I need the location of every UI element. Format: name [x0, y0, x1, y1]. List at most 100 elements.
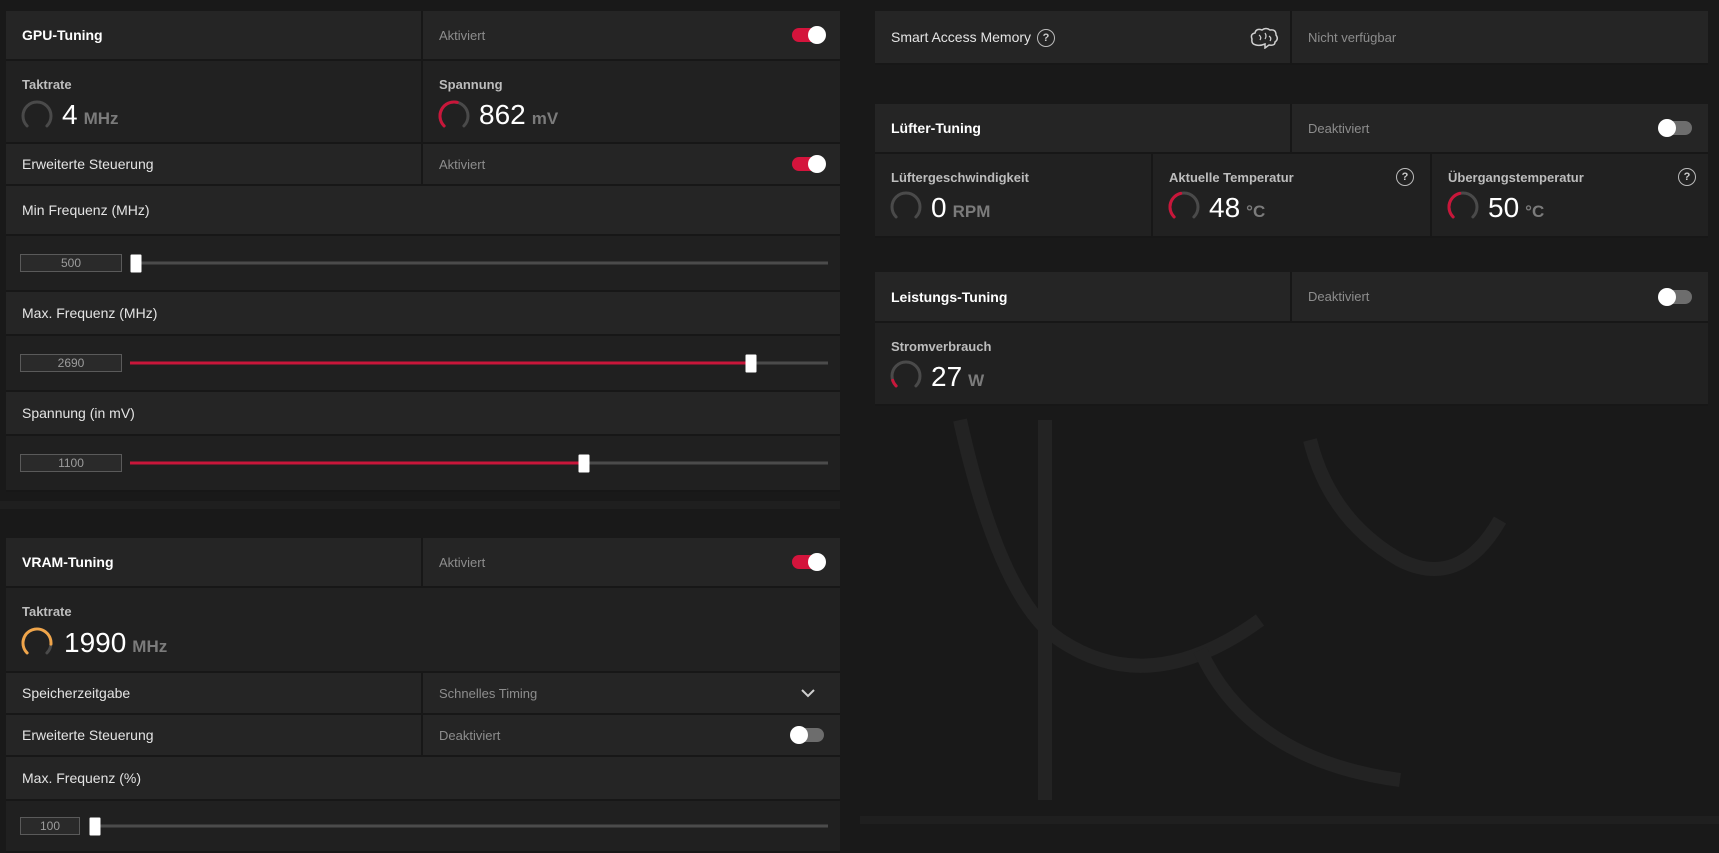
voltage-thumb[interactable]	[578, 454, 590, 472]
fan-metrics-row: Lüftergeschwindigkeit 0 RPM Aktuelle Temp…	[875, 154, 1708, 238]
max-freq-slider[interactable]	[130, 354, 828, 372]
fan-tuning-header: Lüfter-Tuning Deaktiviert	[875, 104, 1708, 154]
power-consumption-metric: Stromverbrauch 27 W	[875, 323, 1708, 404]
voltage-slider-label: Spannung (in mV)	[22, 405, 135, 421]
fan-tuning-panel: Lüfter-Tuning Deaktiviert Lüftergeschwin…	[875, 104, 1708, 238]
brain-icon	[1250, 27, 1278, 49]
current-temp-value: 48	[1209, 192, 1241, 223]
junction-temp-unit: °C	[1525, 202, 1545, 221]
gpu-clock-value: 4	[62, 99, 78, 130]
current-temp-help-icon[interactable]: ?	[1396, 168, 1414, 186]
junction-temp-label: Übergangstemperatur	[1448, 170, 1584, 185]
voltage-label-row: Spannung (in mV)	[6, 392, 840, 436]
fan-speed-label: Lüftergeschwindigkeit	[891, 170, 1029, 185]
power-value: 27	[931, 361, 963, 392]
vram-max-freq-thumb[interactable]	[89, 817, 101, 835]
vram-tuning-toggle[interactable]	[792, 553, 826, 571]
gpu-voltage-label: Spannung	[439, 77, 503, 92]
vram-max-freq-slider[interactable]	[89, 817, 828, 835]
gpu-voltage-value: 862	[479, 99, 526, 130]
gpu-clock-metric: Taktrate 4 MHz	[6, 61, 423, 142]
max-freq-input[interactable]: 2690	[20, 354, 122, 372]
junction-temp-gauge	[1447, 191, 1479, 219]
fan-tuning-title: Lüfter-Tuning	[891, 120, 981, 136]
fan-speed-unit: RPM	[952, 202, 991, 221]
current-temp-label: Aktuelle Temperatur	[1169, 170, 1294, 185]
junction-temp-value: 50	[1488, 192, 1520, 223]
gpu-metrics-row: Taktrate 4 MHz Spannung 862 mV	[6, 61, 840, 144]
power-tuning-panel: Leistungs-Tuning Deaktiviert Stromverbra…	[875, 272, 1708, 406]
memory-timing-row: Speicherzeitgabe Schnelles Timing	[6, 673, 840, 715]
min-freq-thumb[interactable]	[130, 254, 142, 272]
max-freq-label: Max. Frequenz (MHz)	[22, 305, 158, 321]
vram-advanced-status: Deaktiviert	[439, 727, 501, 743]
voltage-slider[interactable]	[130, 454, 828, 472]
vram-metrics-row: Taktrate 1990 MHz	[6, 588, 840, 673]
sam-help-icon[interactable]: ?	[1037, 29, 1055, 47]
current-temp-metric: Aktuelle Temperatur ? 48 °C	[1153, 154, 1432, 236]
vram-max-freq-slider-row: 100	[6, 801, 840, 853]
junction-temp-help-icon[interactable]: ?	[1678, 168, 1696, 186]
vram-max-freq-label-row: Max. Frequenz (%)	[6, 757, 840, 801]
power-metrics-row: Stromverbrauch 27 W	[875, 323, 1708, 406]
fan-speed-gauge	[890, 191, 922, 219]
memory-timing-dropdown[interactable]: Schnelles Timing	[423, 673, 840, 713]
junction-temp-metric: Übergangstemperatur ? 50 °C	[1432, 154, 1708, 236]
vram-clock-metric: Taktrate 1990 MHz	[6, 588, 840, 671]
gpu-tuning-title: GPU-Tuning	[22, 27, 103, 43]
vram-tuning-status: Aktiviert	[439, 554, 486, 570]
vram-max-freq-label: Max. Frequenz (%)	[22, 770, 142, 786]
vram-tuning-title: VRAM-Tuning	[22, 554, 114, 570]
power-tuning-status: Deaktiviert	[1308, 289, 1370, 304]
gpu-tuning-panel: GPU-Tuning Aktiviert Taktrate 4 MHz Spann…	[6, 11, 840, 492]
gauge-arc	[438, 100, 459, 128]
gpu-tuning-status: Aktiviert	[439, 27, 486, 43]
sam-status: Nicht verfügbar	[1308, 29, 1397, 45]
gpu-clock-label: Taktrate	[22, 77, 72, 92]
gpu-advanced-label: Erweiterte Steuerung	[22, 156, 154, 172]
memory-timing-label: Speicherzeitgabe	[22, 685, 131, 701]
fan-speed-metric: Lüftergeschwindigkeit 0 RPM	[875, 154, 1153, 236]
gpu-advanced-status: Aktiviert	[439, 156, 486, 172]
smart-access-memory-panel: Smart Access Memory ? Nicht verfügbar	[875, 11, 1708, 65]
gpu-tuning-header: GPU-Tuning Aktiviert	[6, 11, 840, 61]
gpu-voltage-gauge	[438, 100, 470, 128]
fan-tuning-toggle[interactable]	[1658, 119, 1692, 137]
gpu-clock-gauge	[21, 100, 53, 128]
sam-label: Smart Access Memory	[891, 29, 1032, 45]
fan-speed-value: 0	[931, 192, 947, 223]
max-freq-label-row: Max. Frequenz (MHz)	[6, 292, 840, 336]
vram-clock-value: 1990	[64, 627, 127, 658]
vram-max-freq-input[interactable]: 100	[20, 817, 80, 835]
vram-tuning-header: VRAM-Tuning Aktiviert	[6, 538, 840, 588]
min-freq-slider-row: 500	[6, 236, 840, 292]
chevron-down-icon	[801, 689, 815, 698]
gpu-advanced-toggle[interactable]	[792, 155, 826, 173]
power-tuning-toggle[interactable]	[1658, 287, 1692, 306]
min-freq-label-row: Min Frequenz (MHz)	[6, 186, 840, 236]
vram-clock-unit: MHz	[132, 637, 168, 656]
vram-tuning-panel: VRAM-Tuning Aktiviert Taktrate 1990 MHz S…	[6, 538, 840, 853]
voltage-input[interactable]: 1100	[20, 454, 122, 472]
min-freq-input[interactable]: 500	[20, 254, 122, 272]
gauge-arc	[891, 378, 898, 388]
power-consumption-label: Stromverbrauch	[891, 339, 992, 354]
voltage-fill	[130, 461, 584, 465]
min-freq-slider[interactable]	[130, 254, 828, 272]
gauge-arc	[1447, 191, 1462, 219]
min-freq-label: Min Frequenz (MHz)	[22, 202, 150, 218]
gpu-voltage-unit: mV	[531, 109, 559, 128]
max-freq-thumb[interactable]	[745, 354, 757, 372]
power-unit: W	[968, 371, 985, 390]
vram-advanced-toggle[interactable]	[790, 726, 824, 744]
gpu-tuning-toggle[interactable]	[792, 26, 826, 44]
vram-clock-label: Taktrate	[22, 604, 72, 619]
sam-row: Smart Access Memory ? Nicht verfügbar	[875, 11, 1708, 65]
voltage-slider-row: 1100	[6, 436, 840, 492]
gpu-advanced-row: Erweiterte Steuerung Aktiviert	[6, 144, 840, 186]
gpu-voltage-metric: Spannung 862 mV	[423, 61, 840, 142]
fan-tuning-status: Deaktiviert	[1308, 120, 1370, 136]
current-temp-unit: °C	[1246, 202, 1266, 221]
max-freq-slider-row: 2690	[6, 336, 840, 392]
power-gauge	[890, 360, 922, 388]
